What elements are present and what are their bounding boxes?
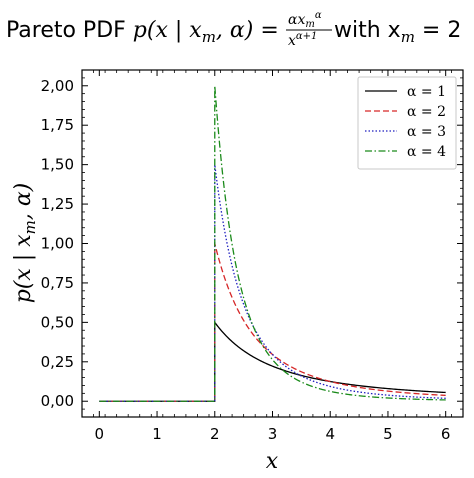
legend-label: α = 2 xyxy=(407,104,446,120)
legend: α = 1 α = 2 α = 3 α = 4 xyxy=(357,76,457,170)
x-tick-label: 0 xyxy=(95,425,105,443)
title-frac-numerator: αxmα xyxy=(288,10,322,30)
y-tick-label: 0,50 xyxy=(41,313,74,331)
y-tick-label: 1,50 xyxy=(41,156,74,174)
y-tick-label: 1,25 xyxy=(41,195,74,213)
series-line xyxy=(99,243,446,402)
title-suffix: with xm = 2 xyxy=(334,18,461,46)
y-tick-label: 0,25 xyxy=(41,353,74,371)
legend-label: α = 3 xyxy=(407,124,446,140)
x-tick-label: 6 xyxy=(441,425,451,443)
y-axis-label: p(x | xm, α) xyxy=(11,183,39,304)
series-lines xyxy=(99,85,446,402)
x-tick-label: 2 xyxy=(210,425,220,443)
chart-title: Pareto PDF p(x | xm, α) = xyxy=(6,18,279,46)
title-lhs-sub: m xyxy=(202,28,216,46)
axis-ticks: 0 1 2 3 4 5 6 0,00 0,25 0,50 0,75 1,00 1,25 1,50 1,75 2… xyxy=(41,70,464,443)
x-tick-label: 1 xyxy=(152,425,162,443)
x-tick-label: 3 xyxy=(268,425,278,443)
x-tick-label: 5 xyxy=(383,425,393,443)
series-line xyxy=(99,320,446,402)
y-tick-label: 1,00 xyxy=(41,235,74,253)
title-fraction: αxmα xα+1 xyxy=(286,10,332,49)
legend-label: α = 1 xyxy=(407,84,446,100)
title-lhs: p(x | x xyxy=(133,18,202,43)
x-axis-label: x xyxy=(266,449,279,474)
legend-label: α = 4 xyxy=(407,144,446,160)
series-line xyxy=(99,85,446,402)
title-frac-denominator: xα+1 xyxy=(288,31,317,49)
y-tick-label: 0,75 xyxy=(41,274,74,292)
y-tick-label: 2,00 xyxy=(41,77,74,95)
title-lhs-end: , α) = xyxy=(216,18,279,43)
y-tick-label: 1,75 xyxy=(41,116,74,134)
title-prefix: Pareto PDF xyxy=(6,18,133,43)
legend-box xyxy=(357,76,457,170)
x-tick-label: 4 xyxy=(325,425,335,443)
y-tick-label: 0,00 xyxy=(41,392,74,410)
